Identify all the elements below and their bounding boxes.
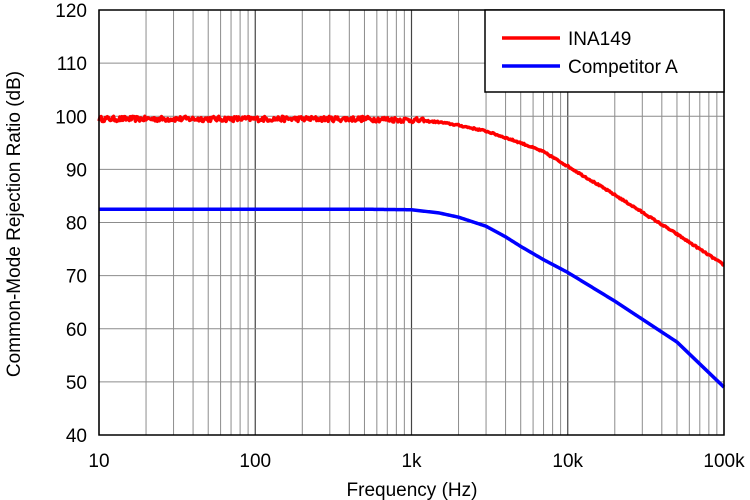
x-axis-title: Frequency (Hz) [347,480,478,500]
legend-label-competitor-a: Competitor A [568,57,678,78]
series-lines [97,114,726,389]
y-tick-label: 40 [66,426,87,447]
x-tick-label: 1k [401,451,422,472]
legend-label-ina149: INA149 [568,29,631,50]
y-tick-label: 50 [66,373,87,394]
series-line-competitor-a [98,207,726,389]
tick-labels: 10 100 1k 10k 100k 40 50 60 70 80 90 100 110 120 [55,1,745,472]
y-tick-label: 120 [55,1,87,22]
x-tick-label: 10 [88,451,109,472]
y-tick-label: 110 [57,54,87,75]
plot-frame [98,9,725,436]
y-axis-title: Common-Mode Rejection Ratio (dB) [4,71,25,377]
legend: INA149 Competitor A [484,9,725,93]
x-tick-label: 100k [703,451,745,472]
x-tick-label: 10k [552,451,583,472]
y-tick-label: 90 [66,160,87,181]
series-line-ina149 [97,114,725,267]
x-tick-label: 100 [239,451,271,472]
y-tick-label: 80 [66,214,87,235]
plot-border [98,9,725,436]
grid [98,9,725,436]
y-tick-label: 100 [55,107,87,128]
y-tick-label: 60 [66,320,87,341]
legend-box [484,9,725,93]
y-tick-label: 70 [66,267,87,288]
